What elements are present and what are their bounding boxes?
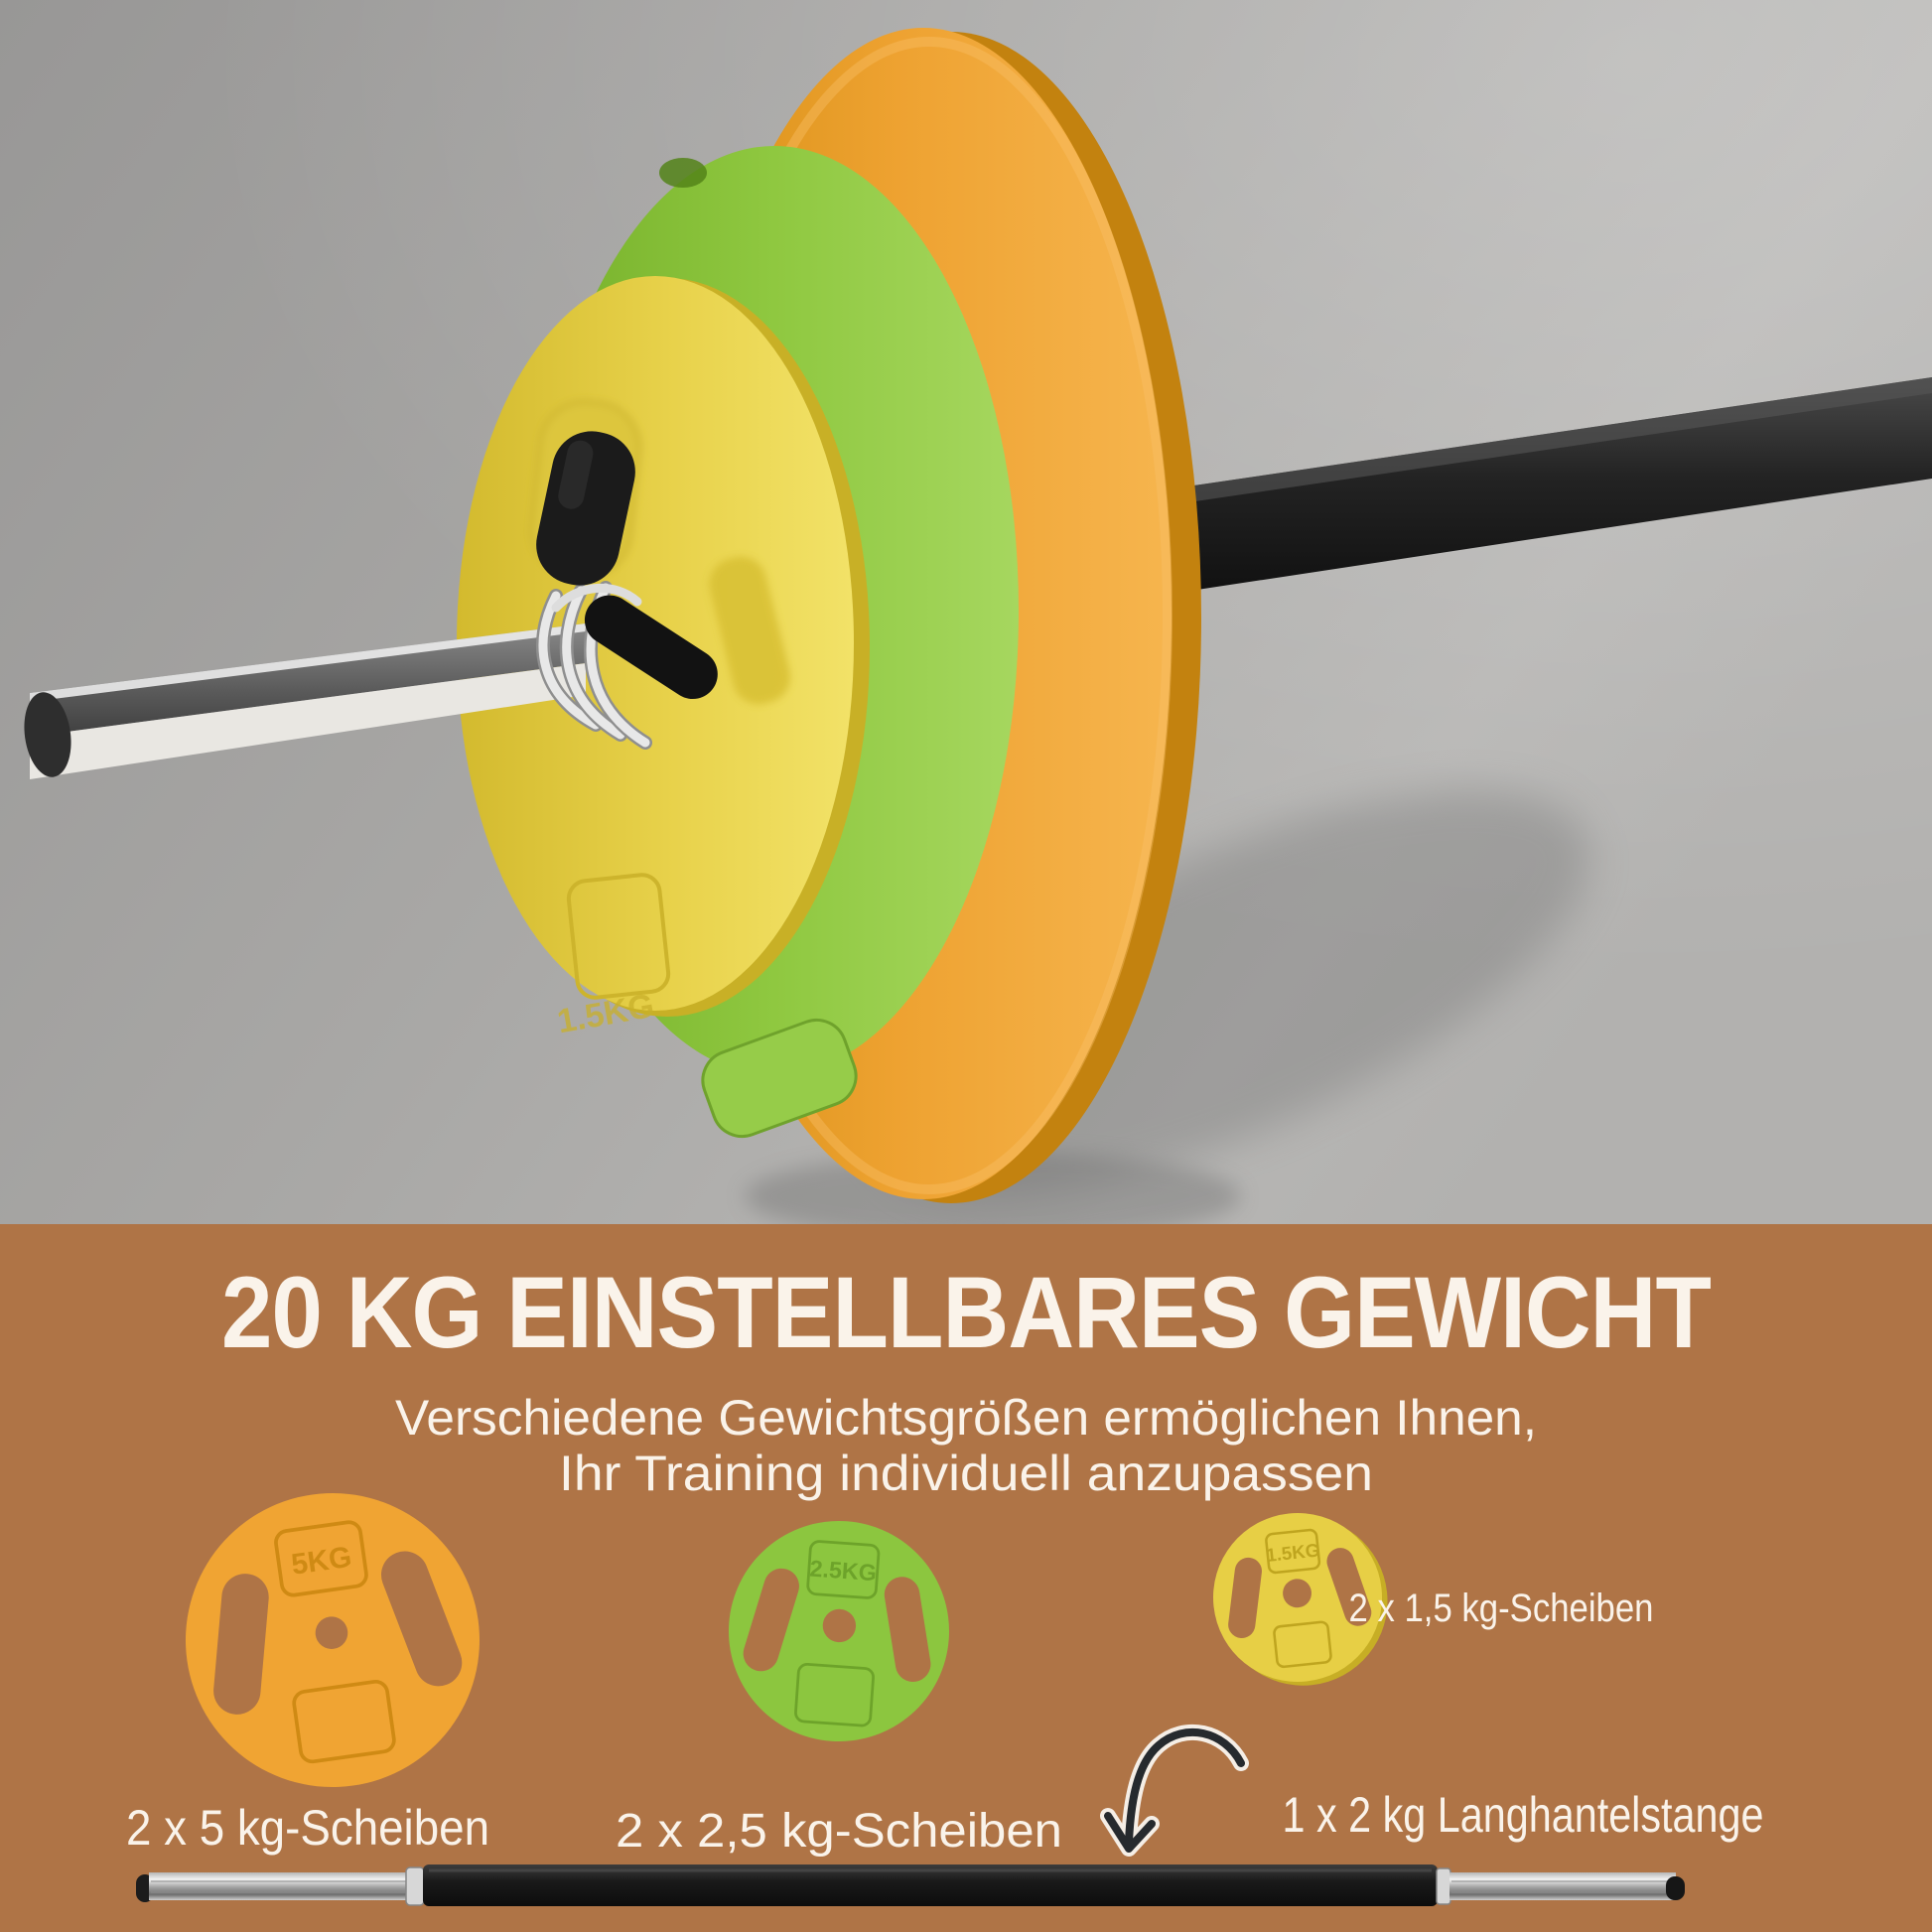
- plate-weight-label-2-5kg: 2.5KG: [809, 1556, 878, 1587]
- info-panel-graphic: 20 KG EINSTELLBARES GEWICHT Verschiedene…: [0, 1224, 1932, 1932]
- curved-arrow-icon: [1100, 1724, 1249, 1857]
- bar-left-collar-ring: [405, 1866, 425, 1906]
- barbell-photo-graphic: 1.5KG: [0, 0, 1932, 1224]
- yellow-plate-slot-bottom: [566, 873, 671, 1000]
- bar-right-end-cap: [1666, 1876, 1685, 1900]
- slot-right: [884, 1577, 931, 1682]
- plate-icon-1-5kg: 1.5KG: [1212, 1512, 1388, 1686]
- subtitle-line-2: Ihr Training individuell anzupassen: [559, 1446, 1373, 1501]
- chrome-bar-end-cap: [24, 692, 71, 777]
- collar-grip-angled: [584, 595, 718, 700]
- green-plate-bottom-tab: [701, 1018, 858, 1139]
- bar-black-middle: [423, 1864, 1438, 1906]
- bar-right-collar-ring: [1436, 1867, 1451, 1905]
- slot-right: [380, 1551, 463, 1687]
- plaque-top: [806, 1540, 881, 1599]
- plate-icon-5kg: 5KG: [185, 1492, 481, 1788]
- collar-grip-vertical: [536, 431, 635, 586]
- plaque-bottom: [292, 1679, 396, 1764]
- barbell-bar-chrome: [24, 623, 586, 779]
- barbell-bar-black: [1120, 377, 1932, 600]
- plaque-bottom: [1273, 1620, 1332, 1669]
- barbell-bar-image: [136, 1864, 1685, 1906]
- headline: 20 KG EINSTELLBARES GEWICHT: [221, 1256, 1712, 1369]
- center-hole: [1283, 1579, 1312, 1608]
- caption-1-5kg-plates: 2 x 1,5 kg-Scheiben: [1349, 1587, 1654, 1630]
- product-photo: 1.5KG: [0, 0, 1932, 1224]
- plaque-top: [274, 1520, 368, 1597]
- plaque-top: [1265, 1528, 1321, 1575]
- info-panel: 20 KG EINSTELLBARES GEWICHT Verschiedene…: [0, 1224, 1932, 1932]
- slot-left: [213, 1574, 269, 1715]
- center-hole: [822, 1608, 857, 1643]
- center-hole: [315, 1616, 348, 1649]
- caption-bar: 1 x 2 kg Langhantelstange: [1283, 1787, 1764, 1843]
- slot-right: [1326, 1548, 1372, 1626]
- plate-icon-2-5kg: 2.5KG: [728, 1520, 950, 1742]
- subtitle-line-1: Verschiedene Gewichtsgrößen ermöglichen …: [395, 1390, 1537, 1446]
- caption-2-5kg-plates: 2 x 2,5 kg-Scheiben: [616, 1805, 1062, 1858]
- yellow-plate-slot-right: [709, 556, 790, 705]
- bar-left-sleeve: [149, 1872, 409, 1900]
- green-plate-top-hole: [659, 158, 707, 188]
- plaque-bottom: [794, 1663, 875, 1727]
- slot-left: [743, 1568, 799, 1672]
- bar-right-sleeve: [1449, 1872, 1676, 1900]
- caption-5kg-plates: 2 x 5 kg-Scheiben: [126, 1800, 489, 1856]
- slot-left: [1228, 1557, 1262, 1639]
- spring-collar-clip: [536, 431, 718, 750]
